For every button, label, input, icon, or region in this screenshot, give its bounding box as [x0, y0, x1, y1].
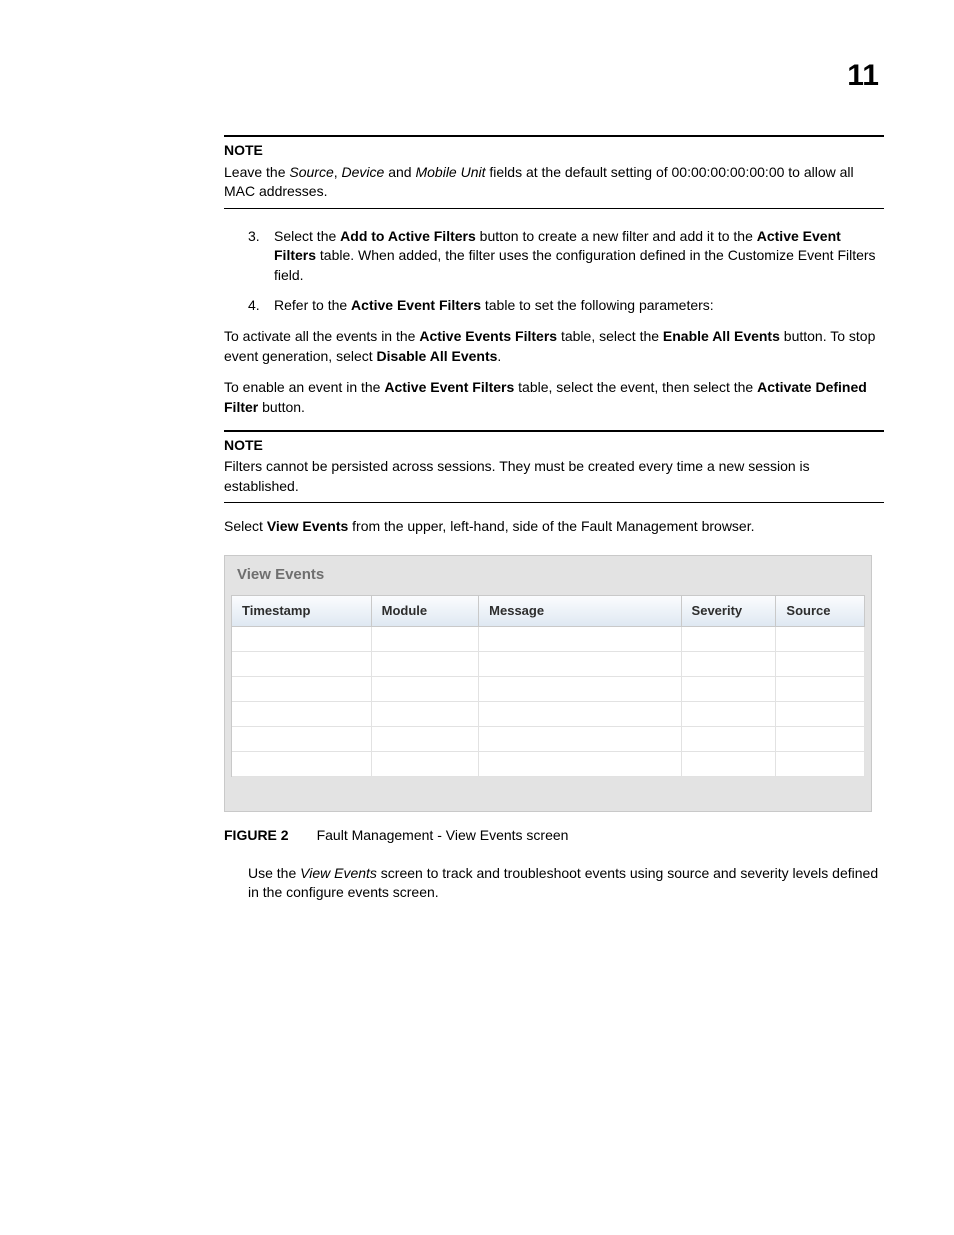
th-timestamp[interactable]: Timestamp: [232, 596, 371, 627]
table-cell: [776, 652, 865, 677]
table-cell: [681, 752, 776, 777]
t: table. When added, the filter uses the c…: [274, 247, 876, 283]
page-content: NOTE Leave the Source, Device and Mobile…: [224, 135, 884, 903]
table-row[interactable]: [232, 627, 865, 652]
t: button to create a new filter and add it…: [476, 228, 757, 244]
t: .: [497, 348, 501, 364]
mobile-unit-italic: Mobile Unit: [415, 164, 485, 180]
table-cell: [479, 727, 681, 752]
table-cell: [681, 727, 776, 752]
t: Use the: [248, 865, 300, 881]
t: table to set the following parameters:: [481, 297, 714, 313]
table-cell: [371, 727, 479, 752]
t: table, select the: [557, 328, 663, 344]
table-cell: [681, 627, 776, 652]
table-cell: [681, 652, 776, 677]
figure-caption: FIGURE 2 Fault Management - View Events s…: [224, 826, 884, 846]
t: button.: [258, 399, 305, 415]
figure-title: View Events: [225, 556, 871, 595]
table-cell: [371, 677, 479, 702]
th-source[interactable]: Source: [776, 596, 865, 627]
step-3: 3. Select the Add to Active Filters butt…: [224, 227, 884, 286]
divider: [224, 135, 884, 137]
table-row[interactable]: [232, 752, 865, 777]
t: ,: [334, 164, 342, 180]
step-num: 4.: [248, 296, 274, 316]
active-events-filters-bold: Active Events Filters: [419, 328, 557, 344]
table-cell: [479, 702, 681, 727]
view-events-bold: View Events: [267, 518, 348, 534]
active-event-filters-bold: Active Event Filters: [351, 297, 481, 313]
view-events-italic: View Events: [300, 865, 377, 881]
table-cell: [232, 652, 371, 677]
device-italic: Device: [342, 164, 385, 180]
t: and: [384, 164, 415, 180]
t: from the upper, left-hand, side of the F…: [348, 518, 754, 534]
table-cell: [776, 727, 865, 752]
t: Select the: [274, 228, 340, 244]
t: To activate all the events in the: [224, 328, 419, 344]
table-cell: [371, 752, 479, 777]
table-cell: [479, 677, 681, 702]
t: To enable an event in the: [224, 379, 384, 395]
table-cell: [681, 677, 776, 702]
figure-footer: [225, 783, 871, 811]
table-cell: [371, 627, 479, 652]
use-view-paragraph: Use the View Events screen to track and …: [224, 864, 884, 903]
note-label: NOTE: [224, 141, 884, 161]
table-row[interactable]: [232, 652, 865, 677]
table-cell: [479, 627, 681, 652]
table-cell: [232, 727, 371, 752]
table-cell: [776, 702, 865, 727]
th-message[interactable]: Message: [479, 596, 681, 627]
table-header-row: Timestamp Module Message Severity Source: [232, 596, 865, 627]
divider: [224, 208, 884, 209]
note1-text: Leave the Source, Device and Mobile Unit…: [224, 163, 884, 202]
step-num: 3.: [248, 227, 274, 286]
view-events-figure: View Events Timestamp Module Message Sev…: [224, 555, 872, 812]
table-cell: [776, 627, 865, 652]
active-event-filters-bold: Active Event Filters: [384, 379, 514, 395]
disable-all-events-bold: Disable All Events: [377, 348, 498, 364]
note-label: NOTE: [224, 436, 884, 456]
table-cell: [232, 677, 371, 702]
table-cell: [232, 702, 371, 727]
t: Refer to the: [274, 297, 351, 313]
table-cell: [479, 652, 681, 677]
note2-text: Filters cannot be persisted across sessi…: [224, 457, 884, 496]
table-cell: [681, 702, 776, 727]
caption-label: FIGURE 2: [224, 827, 289, 843]
table-cell: [776, 752, 865, 777]
step-4: 4. Refer to the Active Event Filters tab…: [224, 296, 884, 316]
t: Leave the: [224, 164, 289, 180]
divider: [224, 502, 884, 503]
table-row[interactable]: [232, 677, 865, 702]
events-tbody: [232, 627, 865, 777]
select-view-paragraph: Select View Events from the upper, left-…: [224, 517, 884, 537]
table-cell: [776, 677, 865, 702]
table-row[interactable]: [232, 727, 865, 752]
add-to-active-filters-bold: Add to Active Filters: [340, 228, 476, 244]
step-body: Refer to the Active Event Filters table …: [274, 296, 884, 316]
caption-text: Fault Management - View Events screen: [317, 827, 569, 843]
table-row[interactable]: [232, 702, 865, 727]
divider: [224, 430, 884, 432]
table-cell: [371, 702, 479, 727]
source-italic: Source: [289, 164, 333, 180]
table-cell: [479, 752, 681, 777]
enable-paragraph: To enable an event in the Active Event F…: [224, 378, 884, 417]
table-cell: [232, 627, 371, 652]
activate-paragraph: To activate all the events in the Active…: [224, 327, 884, 366]
enable-all-events-bold: Enable All Events: [663, 328, 780, 344]
th-module[interactable]: Module: [371, 596, 479, 627]
t: Select: [224, 518, 267, 534]
table-cell: [371, 652, 479, 677]
th-severity[interactable]: Severity: [681, 596, 776, 627]
events-table: Timestamp Module Message Severity Source: [232, 596, 865, 777]
page-number: 11: [847, 55, 879, 97]
table-cell: [232, 752, 371, 777]
events-table-box: Timestamp Module Message Severity Source: [231, 595, 865, 777]
step-body: Select the Add to Active Filters button …: [274, 227, 884, 286]
t: table, select the event, then select the: [514, 379, 757, 395]
